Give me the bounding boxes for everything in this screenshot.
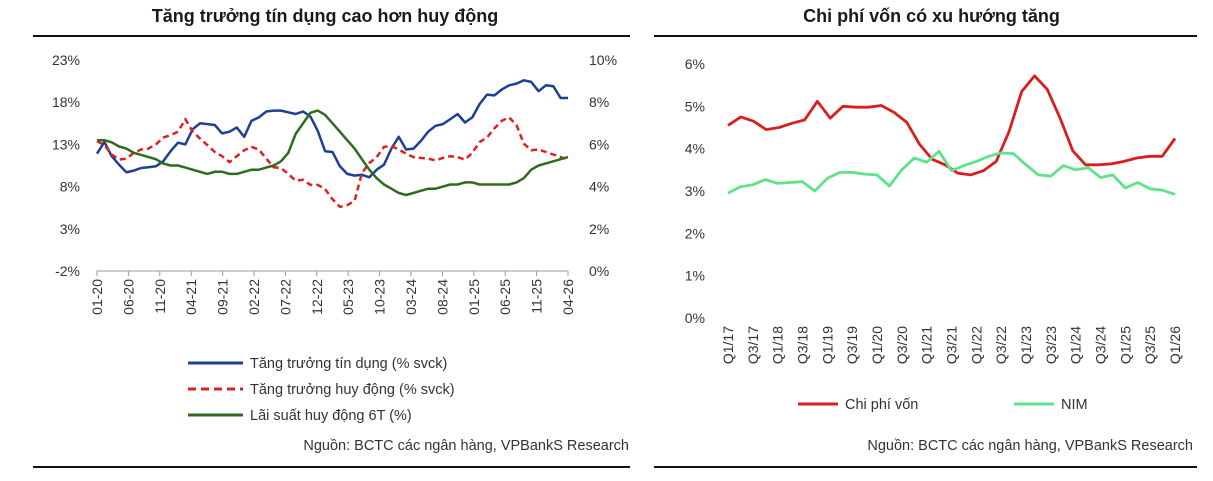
left-series-credit-line: [95, 79, 568, 179]
left-legend-label: Tăng trưởng huy động (% svck): [250, 382, 455, 398]
right-x-tick-label: Q1/26: [1167, 326, 1183, 364]
left-legend-label: Tăng trưởng tín dụng (% svck): [250, 356, 447, 372]
right-legend-label: NIM: [1061, 397, 1088, 413]
left-x-tick-label: 01-20: [89, 279, 105, 315]
left-x-tick-label: 06-25: [497, 279, 513, 315]
left-y-tick-label: 23%: [52, 52, 80, 68]
left-y2-tick-label: 8%: [589, 94, 609, 110]
left-y2-tick-label: 10%: [589, 52, 617, 68]
right-y-tick-label: 1%: [685, 268, 705, 284]
right-y-tick-label: 6%: [685, 56, 705, 72]
left-x-tick-label: 08-24: [434, 279, 450, 315]
right-series-cost-of-funds-line: [727, 74, 1177, 177]
left-x-tick-label: 07-22: [277, 279, 293, 315]
right-x-tick-label: Q1/18: [770, 326, 786, 364]
right-x-tick-label: Q1/17: [720, 326, 736, 364]
left-x-tick-label: 05-23: [340, 279, 356, 315]
left-x-tick-label: 02-22: [246, 279, 262, 315]
left-y2-tick-label: 2%: [589, 221, 609, 237]
right-source-note: Nguồn: BCTC các ngân hàng, VPBankS Resea…: [867, 438, 1193, 454]
left-top-rule: [33, 35, 630, 37]
left-x-tick-label: 01-25: [466, 279, 482, 315]
left-x-tick-label: 10-23: [372, 279, 388, 315]
right-series-nim-line: [727, 149, 1176, 196]
left-x-tick-label: 04-26: [560, 279, 576, 315]
left-x-tick-label: 11-25: [529, 279, 545, 314]
right-x-tick-label: Q3/24: [1093, 326, 1109, 364]
right-x-tick-label: Q3/19: [844, 326, 860, 364]
right-legend-label: Chi phí vốn: [845, 397, 918, 413]
left-x-tick-label: 09-21: [215, 279, 231, 315]
left-chart-svg: 01-20 06-20 11-20 04-21 09-21 02-22 07-22 12-22…: [52, 52, 617, 424]
left-chart-title: Tăng trưởng tín dụng cao hơn huy động: [151, 6, 499, 26]
left-x-tick-label: 11-20: [152, 279, 168, 314]
left-y2-tick-label: 6%: [589, 136, 609, 152]
right-x-tick-label: Q3/17: [745, 326, 761, 364]
left-y2-tick-label: 0%: [589, 263, 609, 279]
right-x-tick-label: Q1/22: [968, 326, 984, 364]
left-y-tick-label: -2%: [55, 263, 80, 279]
right-x-tick-label: Q1/21: [919, 326, 935, 364]
right-bottom-rule: [654, 466, 1197, 468]
right-y-tick-label: 2%: [685, 225, 705, 241]
left-y-tick-label: 3%: [60, 221, 80, 237]
right-x-tick-label: Q1/23: [1018, 326, 1034, 364]
right-x-tick-label: Q1/25: [1117, 326, 1133, 364]
right-x-tick-label: Q1/20: [869, 326, 885, 364]
right-x-tick-label: Q3/25: [1142, 326, 1158, 364]
left-source-note: Nguồn: BCTC các ngân hàng, VPBankS Resea…: [303, 438, 629, 454]
left-bottom-rule: [33, 466, 630, 468]
right-top-rule: [654, 35, 1197, 37]
left-x-tick-label: 06-20: [120, 279, 136, 315]
right-x-tick-label: Q3/22: [993, 326, 1009, 364]
left-y-tick-label: 8%: [60, 179, 80, 195]
right-x-tick-label: Q3/21: [944, 326, 960, 364]
right-x-tick-label: Q3/20: [894, 326, 910, 364]
right-y-tick-label: 0%: [685, 310, 705, 326]
left-series-deposit-line: [96, 116, 569, 209]
left-y-tick-label: 13%: [52, 136, 80, 152]
left-series-rate-line: [97, 109, 569, 197]
left-chart-panel: Tăng trưởng tín dụng cao hơn huy động 01…: [33, 6, 630, 468]
right-x-tick-label: Q3/18: [795, 326, 811, 364]
right-y-tick-label: 5%: [685, 98, 705, 114]
right-x-tick-label: Q1/19: [819, 326, 835, 364]
left-x-tick-label: 03-24: [403, 279, 419, 315]
left-legend-label: Lãi suất huy động 6T (%): [250, 408, 412, 424]
right-chart-svg: 6% 5% 4% 3% 2% 1% 0% Q1/17 Q3/17 Q1/18 Q3/18 Q1/19 Q…: [685, 56, 1183, 413]
left-y2-tick-label: 4%: [589, 179, 609, 195]
right-x-tick-label: Q3/23: [1043, 326, 1059, 364]
right-x-tick-label: Q1/24: [1068, 326, 1084, 364]
left-y-tick-label: 18%: [52, 94, 80, 110]
right-y-tick-label: 3%: [685, 183, 705, 199]
right-y-tick-label: 4%: [685, 141, 705, 157]
right-chart-title: Chi phí vốn có xu hướng tăng: [803, 6, 1060, 26]
left-x-tick-label: 12-22: [309, 279, 325, 315]
left-x-tick-label: 04-21: [183, 279, 199, 315]
right-chart-panel: Chi phí vốn có xu hướng tăng 6% 5% 4% 3% 2% 1…: [650, 0, 1213, 481]
